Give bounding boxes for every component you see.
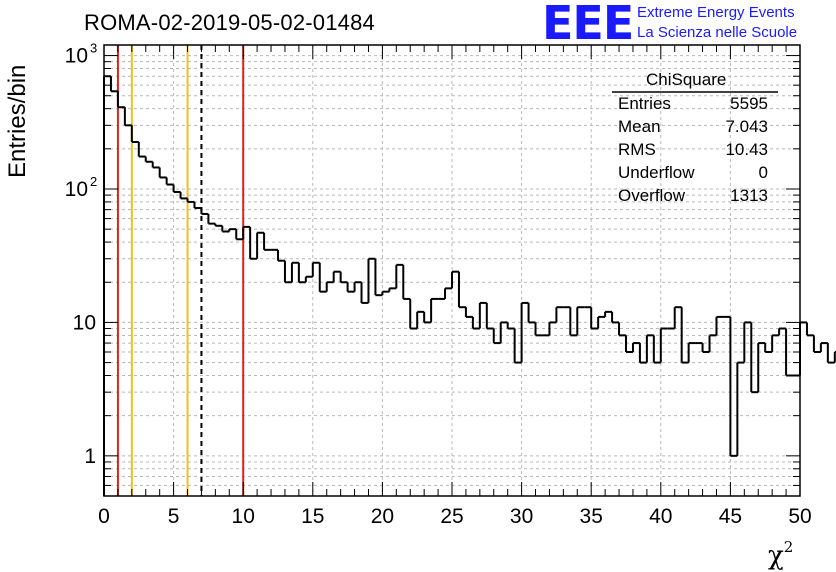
stat-value-mean: 7.043 bbox=[725, 117, 768, 136]
x-tick-label: 50 bbox=[788, 505, 811, 528]
y-tick-label: 10 bbox=[73, 311, 96, 334]
x-tick-label: 20 bbox=[371, 505, 394, 528]
reference-lines bbox=[116, 45, 245, 496]
stat-value-underflow: 0 bbox=[758, 163, 768, 182]
chart-title: ROMA-02-2019-05-02-01484 bbox=[84, 10, 375, 35]
y-tick-label: 1 bbox=[84, 445, 96, 468]
x-tick-label: 35 bbox=[580, 505, 603, 528]
y-tick-label: 10 bbox=[65, 45, 88, 68]
eee-logo: EEE bbox=[542, 0, 634, 50]
y-tick-label-exp: 2 bbox=[90, 174, 97, 189]
y-axis-label: Entries/bin bbox=[4, 64, 31, 178]
x-tick-label: 25 bbox=[440, 505, 463, 528]
stat-value-rms: 10.43 bbox=[725, 140, 768, 159]
stat-label-rms: RMS bbox=[618, 140, 656, 159]
x-axis-label-exp: 2 bbox=[783, 538, 794, 556]
x-tick-label: 15 bbox=[301, 505, 324, 528]
y-tick-label-exp: 3 bbox=[90, 41, 97, 56]
stat-label-mean: Mean bbox=[618, 117, 661, 136]
y-tick-label: 10 bbox=[65, 178, 88, 201]
x-tick-label: 10 bbox=[232, 505, 255, 528]
x-tick-label: 5 bbox=[168, 505, 180, 528]
brand-line-1: Extreme Energy Events bbox=[637, 4, 795, 21]
x-tick-label: 0 bbox=[98, 505, 110, 528]
x-tick-label: 30 bbox=[510, 505, 533, 528]
x-axis-label: χ2 bbox=[768, 538, 793, 571]
stat-value-entries: 5595 bbox=[730, 94, 768, 113]
stats-title: ChiSquare bbox=[646, 70, 727, 89]
grid-lines bbox=[104, 45, 800, 496]
stat-label-underflow: Underflow bbox=[618, 163, 695, 182]
stat-label-overflow: Overflow bbox=[618, 186, 686, 205]
x-tick-label: 40 bbox=[649, 505, 672, 528]
brand-line-2: La Scienza nelle Scuole bbox=[637, 24, 798, 41]
stat-label-entries: Entries bbox=[618, 94, 671, 113]
axis-ticks bbox=[103, 45, 801, 496]
x-tick-label: 45 bbox=[719, 505, 742, 528]
stat-value-overflow: 1313 bbox=[730, 186, 768, 205]
x-axis-label-base: χ bbox=[768, 541, 784, 571]
